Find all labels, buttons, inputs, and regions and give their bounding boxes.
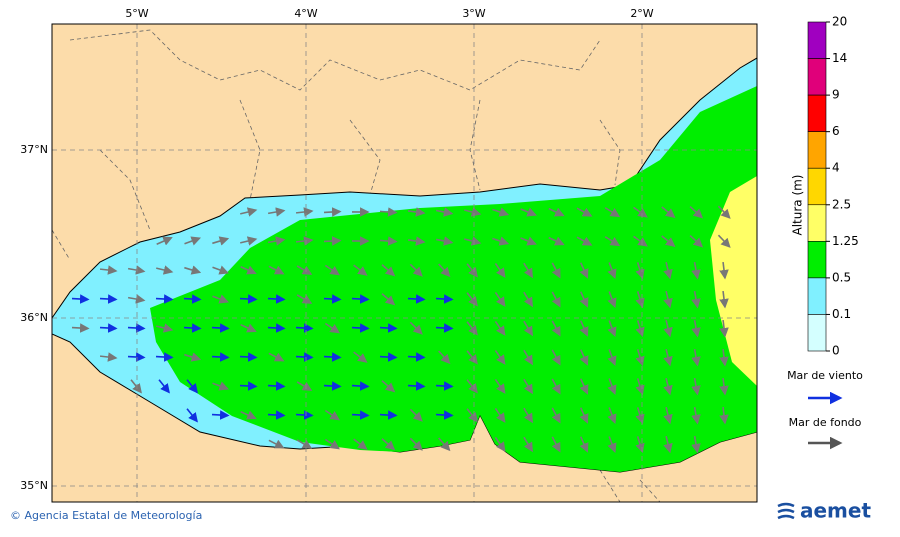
colorbar-segment [808, 132, 826, 169]
colorbar-label: 0 [832, 344, 840, 358]
colorbar-segment [808, 314, 826, 351]
wind-arrow [268, 299, 284, 300]
wind-arrow [240, 386, 256, 387]
wind-arrow [212, 328, 228, 329]
colorbar-label: 0.5 [832, 270, 851, 284]
wind-arrow [352, 415, 368, 416]
colorbar-segment [808, 205, 826, 242]
wind-arrow [296, 415, 312, 416]
wind-arrow [380, 328, 396, 329]
colorbar-label: 6 [832, 124, 840, 138]
wind-arrow [296, 328, 312, 329]
swell-arrow [380, 211, 396, 212]
wind-arrow [436, 299, 452, 300]
wind-arrow [352, 386, 368, 387]
swell-arrow [72, 328, 88, 329]
wind-arrow [240, 357, 256, 358]
wind-arrow [128, 357, 144, 358]
wind-arrow [100, 328, 116, 329]
wind-arrow [352, 328, 368, 329]
wind-arrow [156, 299, 172, 300]
lon-label: 2°W [630, 7, 653, 20]
credit: © Agencia Estatal de Meteorología [10, 509, 202, 522]
lat-labels: 37°N 36°N 35°N [20, 143, 48, 492]
wind-arrow [380, 357, 396, 358]
lat-label: 36°N [20, 311, 48, 324]
logo-text: aemet [800, 499, 871, 523]
wind-arrow [436, 415, 452, 416]
lon-labels: 5°W 4°W 3°W 2°W [125, 7, 653, 20]
wind-arrow [268, 415, 284, 416]
colorbar-label: 4 [832, 161, 840, 175]
colorbar-segment [808, 278, 826, 315]
wind-arrow [240, 299, 256, 300]
swell-arrow [380, 240, 396, 241]
colorbar-label: 0.1 [832, 307, 851, 321]
colorbar-segment [808, 95, 826, 132]
wind-arrow [408, 299, 424, 300]
wind-arrow [212, 415, 228, 416]
wind-arrow [324, 357, 340, 358]
colorbar-title: Altura (m) [791, 174, 805, 235]
logo: aemet [778, 499, 871, 523]
colorbar-label: 20 [832, 15, 847, 29]
legend-swell: Mar de fondo [789, 416, 862, 429]
lat-label: 35°N [20, 479, 48, 492]
wind-arrow [184, 299, 200, 300]
swell-arrow [324, 212, 340, 213]
colorbar-label: 14 [832, 51, 847, 65]
swell-arrow [324, 241, 340, 242]
legend-wind: Mar de viento [787, 369, 863, 382]
lat-label: 37°N [20, 143, 48, 156]
colorbar: 20 14 9 6 4 2.5 1.25 0.5 0.1 0 [808, 15, 859, 358]
colorbar-segment [808, 168, 826, 205]
colorbar-label: 9 [832, 88, 840, 102]
colorbar-segment [808, 22, 826, 59]
colorbar-segment [808, 59, 826, 96]
wind-arrow [324, 299, 340, 300]
wind-arrow [268, 386, 284, 387]
lon-label: 3°W [462, 7, 485, 20]
wind-arrow [380, 415, 396, 416]
map [52, 24, 757, 502]
wind-arrow [324, 386, 340, 387]
wind-arrow [156, 357, 172, 358]
wind-arrow [72, 299, 88, 300]
colorbar-label: 2.5 [832, 197, 851, 211]
wind-arrow [268, 328, 284, 329]
wind-arrow [296, 357, 312, 358]
wind-arrow [408, 357, 424, 358]
lon-label: 4°W [294, 7, 317, 20]
wind-arrow [184, 328, 200, 329]
wind-arrow [436, 328, 452, 329]
colorbar-label: 1.25 [832, 234, 859, 248]
wind-arrow [408, 386, 424, 387]
wind-arrow [212, 357, 228, 358]
wind-arrow [128, 328, 144, 329]
wind-arrow [100, 299, 116, 300]
colorbar-segment [808, 241, 826, 278]
wind-arrow [436, 386, 452, 387]
wind-arrow [352, 299, 368, 300]
lon-label: 5°W [125, 7, 148, 20]
